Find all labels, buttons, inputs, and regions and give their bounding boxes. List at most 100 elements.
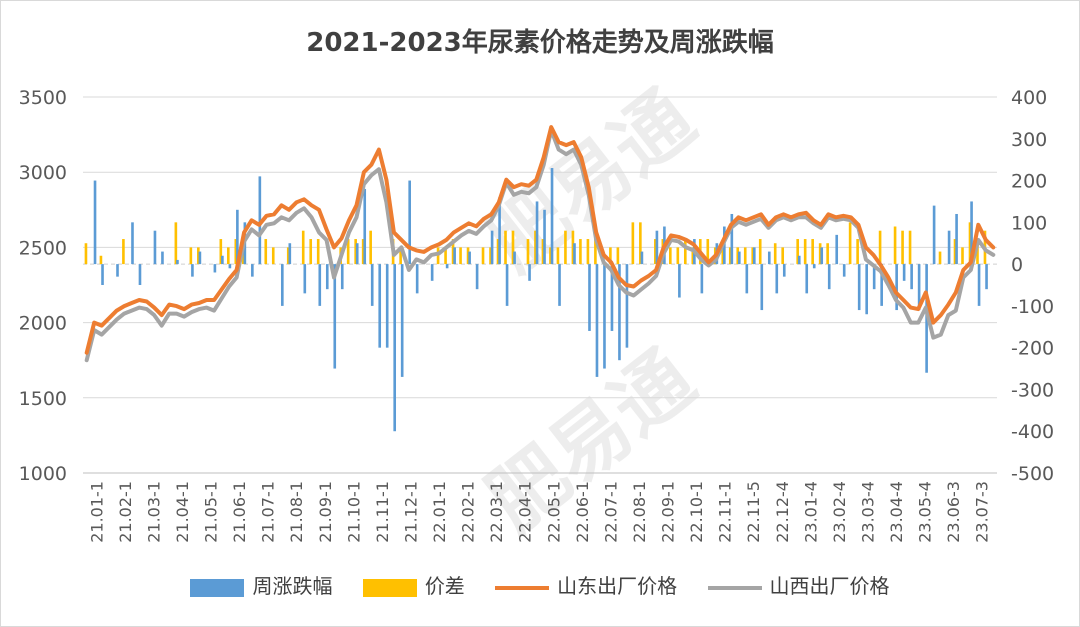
bar-weekly-change	[760, 264, 764, 311]
legend-label-spread: 价差	[424, 574, 465, 598]
y-left-tick-label: 3500	[19, 87, 67, 109]
x-tick-label: 23.03-4	[859, 481, 878, 543]
x-tick-label: 21.12-1	[402, 481, 421, 543]
bar-spread	[309, 239, 313, 265]
bar-weekly-change	[116, 264, 119, 277]
bar-weekly-change	[430, 264, 434, 281]
bar-spread	[781, 247, 785, 265]
y-left-tick-label: 2000	[19, 313, 67, 335]
bar-spread	[316, 239, 320, 265]
bar-weekly-change	[985, 264, 988, 290]
legend-label-shandong: 山东出厂价格	[557, 574, 678, 598]
bar-weekly-change	[363, 188, 367, 265]
bar-spread	[436, 247, 440, 265]
bar-spread	[908, 230, 912, 265]
legend-item-spread: 价差	[362, 570, 465, 599]
x-tick-label: 22.10-1	[687, 481, 706, 543]
bar-spread	[579, 239, 582, 265]
y-right-tick-label: -500	[1011, 463, 1054, 485]
bar-spread	[878, 230, 882, 265]
y-right-tick-label: 0	[1011, 254, 1023, 276]
bar-weekly-change	[738, 251, 741, 265]
x-tick-label: 22.06-1	[573, 481, 592, 543]
bar-weekly-change	[475, 264, 479, 290]
bar-weekly-change	[393, 264, 397, 432]
legend: 周涨跌幅 价差 山东出厂价格 山西出厂价格	[0, 570, 1080, 599]
bar-spread	[541, 239, 545, 265]
bar-spread	[451, 239, 455, 265]
bar-weekly-change	[588, 264, 591, 331]
bar-weekly-change	[325, 264, 329, 290]
y-left-tick-label: 1000	[19, 463, 67, 485]
bar-weekly-change	[528, 264, 531, 281]
bar-spread	[444, 247, 447, 265]
y-right-tick-label: -300	[1011, 379, 1054, 401]
x-tick-label: 21.06-1	[230, 481, 249, 543]
bar-weekly-change	[955, 213, 958, 265]
bar-spread	[961, 247, 964, 265]
bar-weekly-change	[445, 264, 449, 269]
bar-spread	[189, 247, 193, 265]
bar-spread	[234, 239, 238, 265]
bar-weekly-change	[842, 264, 846, 277]
bar-spread	[84, 243, 88, 265]
bar-spread	[669, 247, 672, 265]
bar-spread	[346, 239, 350, 265]
bar-weekly-change	[640, 251, 644, 265]
bar-weekly-change	[558, 264, 561, 306]
bar-spread	[773, 243, 777, 265]
bar-spread	[691, 247, 695, 265]
legend-swatch-weekly-change	[190, 578, 245, 597]
bar-weekly-change	[161, 251, 164, 265]
y-right-tick-label: -400	[1011, 421, 1054, 443]
bar-spread	[683, 239, 687, 265]
x-tick-label: 21.09-1	[316, 481, 335, 543]
bar-spread	[901, 230, 904, 265]
x-tick-label: 22.11-5	[744, 481, 763, 543]
bar-spread	[489, 247, 492, 265]
bar-spread	[938, 251, 942, 265]
bar-weekly-change	[198, 251, 202, 265]
legend-item-weekly-change: 周涨跌幅	[190, 570, 332, 599]
bar-spread	[893, 226, 897, 265]
bar-weekly-change	[767, 251, 771, 265]
x-tick-label: 21.01-1	[87, 481, 106, 543]
bar-weekly-change	[318, 264, 322, 306]
legend-label-weekly-change: 周涨跌幅	[252, 574, 333, 598]
bar-weekly-change	[385, 264, 389, 348]
bar-spread	[174, 222, 178, 265]
bar-spread	[803, 239, 807, 265]
bar-spread	[796, 239, 799, 265]
bar-weekly-change	[872, 264, 876, 290]
bar-weekly-change	[618, 264, 621, 361]
bar-weekly-change	[595, 264, 599, 377]
bar-weekly-change	[812, 264, 816, 269]
x-tick-label: 22.04-1	[516, 481, 535, 543]
bar-spread	[631, 222, 635, 265]
bar-spread	[271, 247, 275, 265]
bar-weekly-change	[610, 264, 614, 331]
bar-weekly-change	[902, 264, 906, 281]
bar-spread	[264, 239, 268, 265]
bar-weekly-change	[535, 201, 539, 265]
bar-spread	[241, 247, 245, 265]
bar-spread	[676, 247, 680, 265]
bar-spread	[496, 239, 500, 265]
y-right-tick-label: 100	[1011, 212, 1047, 234]
bar-spread	[481, 247, 485, 265]
bar-weekly-change	[355, 243, 359, 265]
x-tick-label: 21.05-1	[202, 481, 221, 543]
bar-weekly-change	[820, 247, 824, 265]
bar-weekly-change	[370, 264, 374, 306]
bar-weekly-change	[228, 264, 232, 269]
bar-spread	[721, 247, 725, 265]
bar-spread	[511, 230, 515, 265]
x-tick-label: 21.03-1	[144, 481, 163, 543]
bar-weekly-change	[857, 264, 861, 311]
bar-weekly-change	[603, 264, 606, 369]
x-tick-label: 21.08-1	[287, 481, 306, 543]
x-tick-label: 22.02-1	[459, 481, 478, 543]
bar-weekly-change	[910, 264, 913, 290]
legend-item-shandong: 山东出厂价格	[495, 570, 677, 599]
